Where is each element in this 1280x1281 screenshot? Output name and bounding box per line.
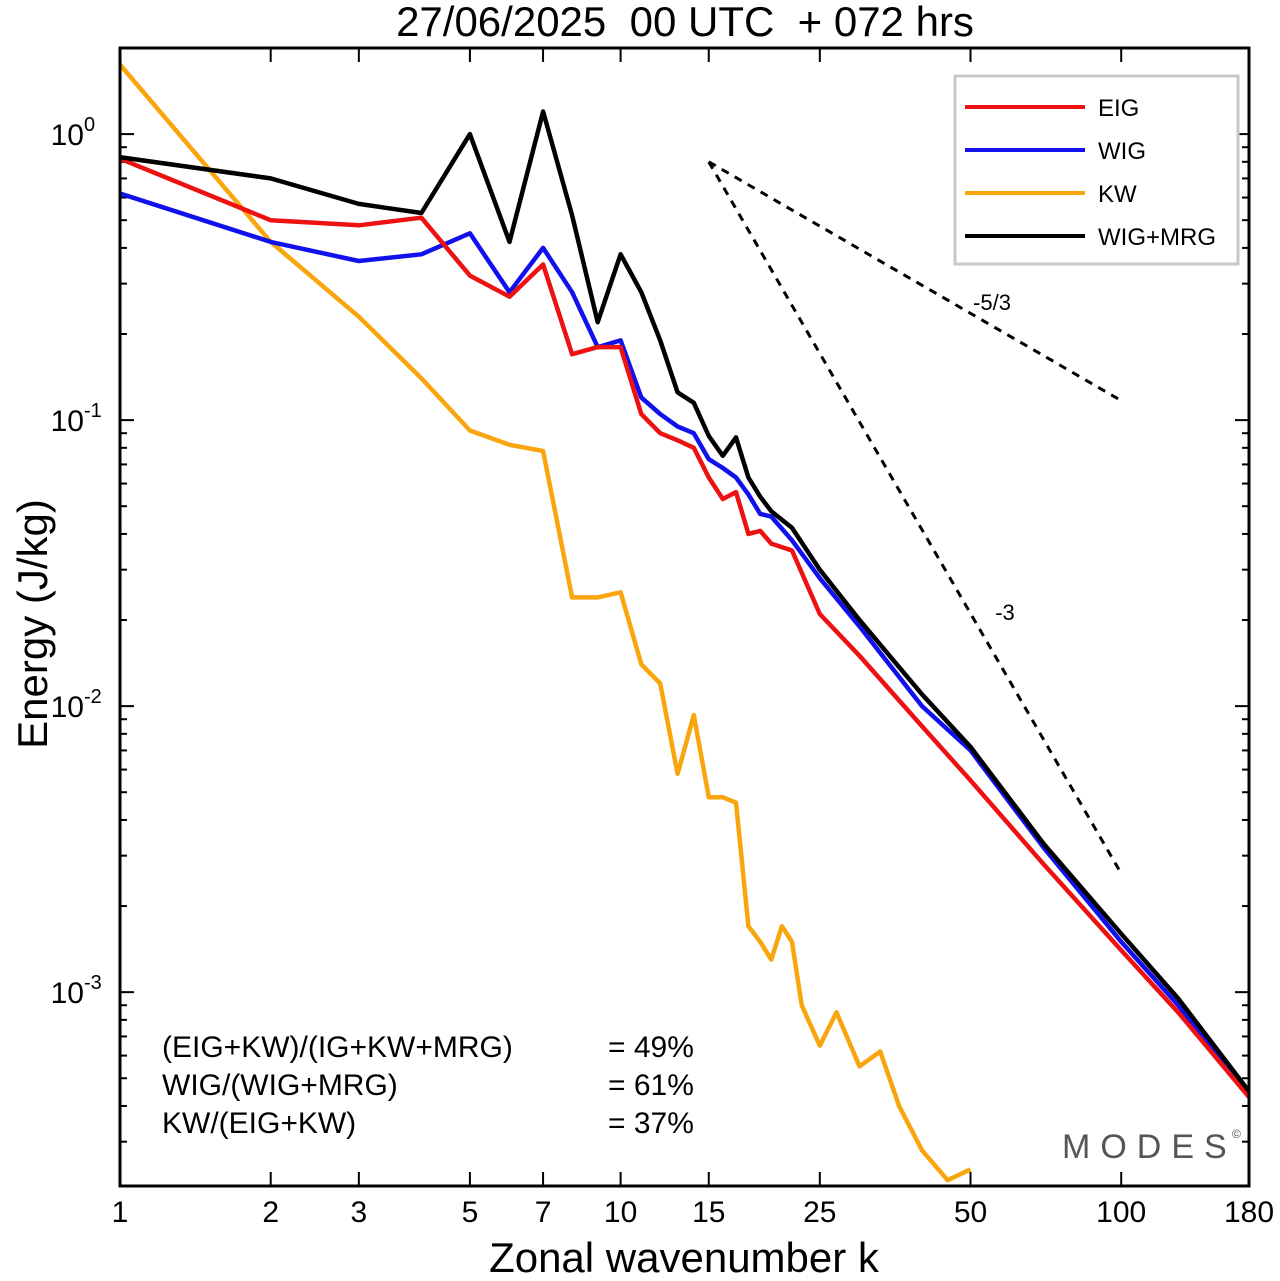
reference-slope-line (707, 161, 1123, 875)
x-tick-label: 100 (1096, 1196, 1146, 1229)
x-tick-label: 50 (954, 1196, 987, 1229)
stat-value: = 61% (608, 1069, 694, 1102)
x-tick-label: 2 (262, 1196, 279, 1229)
legend-label: WIG (1098, 138, 1146, 165)
y-axis-label: Energy (J/kg) (9, 499, 56, 749)
legend: EIG WIG KW WIG+MRG (953, 74, 1240, 266)
y-tick-label: 10 -1 (51, 400, 102, 438)
legend-label: KW (1098, 181, 1137, 208)
plot-frame (118, 46, 1251, 1188)
y-tick-base: 10 (51, 119, 84, 152)
x-tick-label: 3 (351, 1196, 368, 1229)
x-tick-label: 25 (803, 1196, 836, 1229)
ratio-statistics: (EIG+KW)/(IG+KW+MRG) = 49% WIG/(WIG+MRG) = … (162, 1031, 694, 1140)
y-tick-exponent: -2 (84, 686, 102, 708)
stat-label: WIG/(WIG+MRG) (162, 1069, 398, 1102)
y-tick-exponent: 0 (84, 114, 95, 136)
y-tick-base: 10 (51, 405, 84, 438)
x-tick-label: 180 (1224, 1196, 1274, 1229)
y-tick-exponent: -1 (84, 400, 102, 422)
series-line-wig-mrg (120, 109, 1249, 1093)
x-tick-label: 7 (535, 1196, 552, 1229)
y-tick-label: 10 0 (51, 114, 96, 152)
x-tick-label: 10 (604, 1196, 637, 1229)
x-axis-label: Zonal wavenumber k (489, 1234, 880, 1281)
y-tick-base: 10 (51, 977, 84, 1010)
stat-label: KW/(EIG+KW) (162, 1107, 356, 1140)
data-series (120, 63, 1249, 1183)
y-tick-exponent: -3 (84, 972, 102, 994)
series-line-eig (120, 156, 1249, 1099)
chart-title: 27/06/2025 00 UTC + 072 hrs (396, 0, 974, 45)
x-tick-label: 1 (112, 1196, 129, 1229)
watermark-mark: © (1232, 1127, 1241, 1141)
modes-watermark: MODES © (1062, 1127, 1241, 1166)
reference-slopes: -5/3 -3 (707, 160, 1123, 875)
y-tick-label: 10 -2 (51, 686, 102, 724)
series-line-kw (120, 63, 972, 1183)
reference-slope-line (708, 160, 1122, 402)
series-line-wig (120, 191, 1249, 1099)
stat-value: = 37% (608, 1107, 694, 1140)
stat-value: = 49% (608, 1031, 694, 1064)
legend-label: WIG+MRG (1098, 224, 1216, 251)
y-tick-base: 10 (51, 691, 84, 724)
legend-label: EIG (1098, 95, 1139, 122)
reference-slope-label: -5/3 (973, 290, 1011, 315)
x-tick-label: 5 (462, 1196, 479, 1229)
reference-slope-label: -3 (995, 600, 1015, 625)
watermark-text: MODES (1062, 1128, 1237, 1166)
y-tick-label: 10 -3 (51, 972, 102, 1010)
x-tick-label: 15 (692, 1196, 725, 1229)
stat-label: (EIG+KW)/(IG+KW+MRG) (162, 1031, 513, 1064)
